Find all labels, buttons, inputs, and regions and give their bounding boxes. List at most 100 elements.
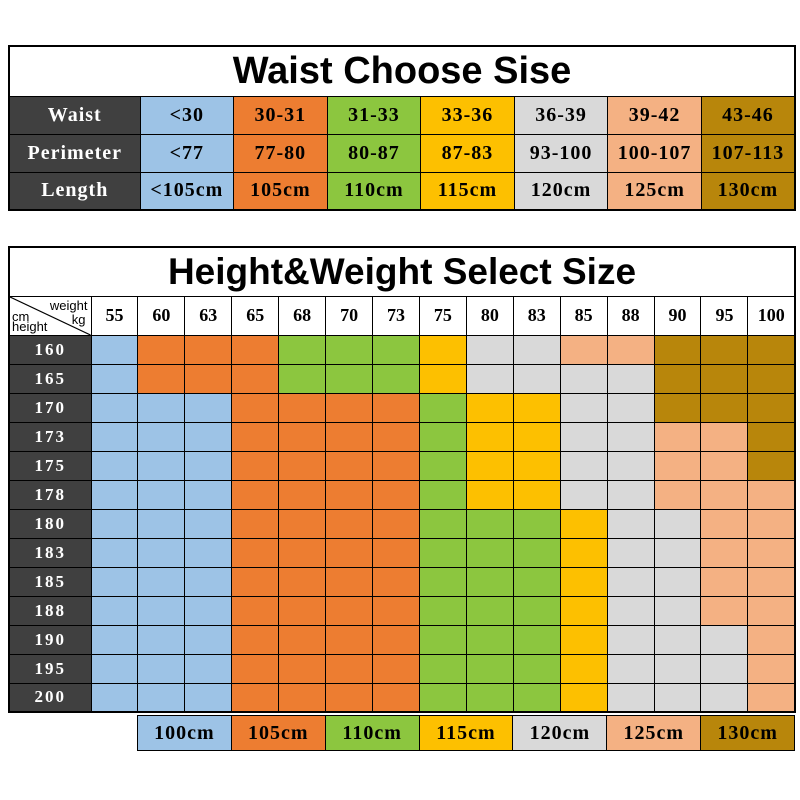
- size-cell-200-70: [325, 682, 374, 713]
- size-cell-175-60: [137, 450, 186, 481]
- size-cell-175-90: [653, 450, 702, 481]
- size-cell-173-55: [90, 421, 139, 452]
- size-cell-180-63: [184, 508, 233, 539]
- size-cell-170-60: [137, 392, 186, 423]
- size-cell-195-80: [465, 653, 514, 684]
- weight-header-60: 60: [137, 295, 186, 336]
- size-cell-178-73: [372, 479, 420, 510]
- waist-row-label-waist: Waist: [8, 95, 141, 135]
- size-cell-200-68: [278, 682, 327, 713]
- size-cell-165-55: [90, 363, 139, 394]
- waist-cell-length-5: 125cm: [607, 171, 702, 211]
- size-cell-178-100: [747, 479, 796, 510]
- waist-size-table: Waist Choose Sise Waist <30 30-31 31-33 33-3…: [8, 45, 796, 211]
- weight-header-88: 88: [606, 295, 655, 336]
- size-cell-185-90: [653, 566, 702, 597]
- height-row-165: 165: [8, 363, 796, 394]
- size-cell-175-95: [700, 450, 749, 481]
- size-cell-160-55: [90, 334, 139, 365]
- size-cell-185-55: [90, 566, 139, 597]
- size-cell-190-80: [465, 624, 514, 655]
- size-cell-175-65: [231, 450, 280, 481]
- size-cell-180-68: [278, 508, 327, 539]
- corner-kg-label: kg: [71, 311, 86, 327]
- size-cell-188-70: [325, 595, 374, 626]
- size-cell-165-85: [559, 363, 608, 394]
- size-cell-173-90: [653, 421, 702, 452]
- size-cell-200-95: [700, 682, 749, 713]
- waist-cell-waist-0: <30: [139, 95, 235, 135]
- size-cell-200-100: [747, 682, 796, 713]
- size-cell-170-55: [90, 392, 139, 423]
- corner-cm-label: cm: [12, 308, 30, 324]
- waist-cell-perimeter-4: 93-100: [513, 133, 609, 173]
- size-cell-178-55: [90, 479, 139, 510]
- size-cell-188-63: [184, 595, 233, 626]
- size-cell-170-68: [278, 392, 327, 423]
- size-cell-178-80: [465, 479, 514, 510]
- size-cell-178-63: [184, 479, 233, 510]
- weight-header-70: 70: [325, 295, 374, 336]
- size-cell-175-73: [372, 450, 420, 481]
- size-cell-173-95: [700, 421, 749, 452]
- size-cell-183-70: [325, 537, 374, 568]
- size-cell-183-60: [137, 537, 186, 568]
- waist-row-waist: Waist <30 30-31 31-33 33-36 36-39 39-42 43-46: [8, 95, 796, 135]
- size-cell-178-88: [606, 479, 655, 510]
- size-cell-200-55: [90, 682, 139, 713]
- size-cell-178-85: [559, 479, 608, 510]
- size-cell-178-65: [231, 479, 280, 510]
- size-cell-183-90: [653, 537, 702, 568]
- waist-cell-waist-1: 30-31: [233, 95, 328, 135]
- size-cell-185-83: [512, 566, 561, 597]
- size-cell-180-95: [700, 508, 749, 539]
- size-cell-160-100: [747, 334, 796, 365]
- size-cell-195-90: [653, 653, 702, 684]
- size-cell-178-75: [418, 479, 467, 510]
- size-cell-180-90: [653, 508, 702, 539]
- size-cell-195-60: [137, 653, 186, 684]
- size-cell-160-68: [278, 334, 327, 365]
- height-row-188: 188: [8, 595, 796, 626]
- size-cell-175-83: [512, 450, 561, 481]
- size-cell-170-65: [231, 392, 280, 423]
- size-cell-165-100: [747, 363, 796, 394]
- size-cell-173-85: [559, 421, 608, 452]
- size-cell-173-68: [278, 421, 327, 452]
- size-cell-195-63: [184, 653, 233, 684]
- size-cell-170-75: [418, 392, 467, 423]
- size-cell-188-100: [747, 595, 796, 626]
- size-cell-195-85: [559, 653, 608, 684]
- size-cell-170-70: [325, 392, 374, 423]
- size-cell-175-70: [325, 450, 374, 481]
- height-weight-table-title: Height&Weight Select Size: [8, 246, 796, 297]
- size-cell-165-90: [653, 363, 702, 394]
- size-cell-170-83: [512, 392, 561, 423]
- height-label-195: 195: [8, 653, 92, 684]
- size-cell-170-73: [372, 392, 420, 423]
- weight-header-85: 85: [559, 295, 608, 336]
- size-cell-183-55: [90, 537, 139, 568]
- size-cell-160-90: [653, 334, 702, 365]
- waist-cell-waist-5: 39-42: [607, 95, 702, 135]
- height-row-180: 180: [8, 508, 796, 539]
- size-cell-165-65: [231, 363, 280, 394]
- size-cell-185-85: [559, 566, 608, 597]
- size-cell-165-83: [512, 363, 561, 394]
- waist-cell-waist-6: 43-46: [700, 95, 796, 135]
- waist-cell-waist-2: 31-33: [326, 95, 422, 135]
- size-cell-178-83: [512, 479, 561, 510]
- size-cell-185-73: [372, 566, 420, 597]
- weight-header-75: 75: [418, 295, 467, 336]
- size-cell-185-88: [606, 566, 655, 597]
- size-cell-183-95: [700, 537, 749, 568]
- size-color-legend: 100cm 105cm 110cm 115cm 120cm 125cm 130cm: [137, 715, 795, 751]
- size-cell-178-90: [653, 479, 702, 510]
- height-row-200: 200: [8, 682, 796, 713]
- diagonal-divider: [10, 297, 91, 335]
- size-cell-160-70: [325, 334, 374, 365]
- size-cell-160-85: [559, 334, 608, 365]
- size-cell-173-73: [372, 421, 420, 452]
- size-cell-173-60: [137, 421, 186, 452]
- height-label-160: 160: [8, 334, 92, 365]
